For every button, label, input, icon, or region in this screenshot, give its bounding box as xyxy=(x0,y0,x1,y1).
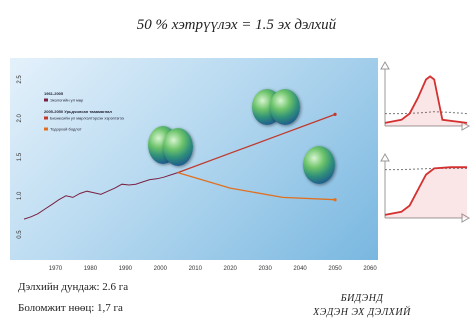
legend-swatch-reduction xyxy=(44,127,48,131)
y-axis-arrow-icon xyxy=(380,152,390,162)
y-axis-arrow-icon xyxy=(380,60,390,70)
slide-title: 50 % хэтрүүлэх = 1.5 эх дэлхий xyxy=(136,17,337,33)
mini-line-capacity xyxy=(385,111,468,115)
series-line-business_as_usual xyxy=(177,113,336,174)
legend-entry-reduction: Тодорхой бодлот xyxy=(50,127,82,132)
chart-legend: 1961-2005 Экологийн ул мөр 2005-2050 Урь… xyxy=(44,91,124,132)
series-line-rapid_reduction xyxy=(177,171,336,201)
demand-area xyxy=(385,167,467,218)
y-tick-label: 1.5 xyxy=(17,152,23,161)
series-endpoint-business_as_usual xyxy=(333,112,337,117)
legend-swatch-historical xyxy=(44,98,48,102)
globe-icon xyxy=(270,89,300,125)
footprint-chart: 1961-2005 Экологийн ул мөр 2005-2050 Урь… xyxy=(17,75,377,272)
x-tick-label: 2040 xyxy=(293,266,307,272)
legend-entry-bau: Бизнесийн ул мөр/хэлтэрсэн хэрэглэгээ xyxy=(50,116,124,121)
caption-line-2: ХЭДЭН ЭХ ДЭЛХИЙ xyxy=(313,307,411,318)
legend-heading-historical: 1961-2005 xyxy=(44,91,64,96)
x-tick-label: 2020 xyxy=(224,266,238,272)
average-footprint-text: Дэлхийн дундаж: 2.6 га xyxy=(18,281,129,293)
mini-line-demand xyxy=(384,166,467,216)
mini-line-capacity xyxy=(385,167,467,171)
available-resource-text: Боломжит нөөц: 1,7 га xyxy=(18,302,123,314)
y-tick-label: 2.5 xyxy=(17,75,23,84)
x-tick-label: 1970 xyxy=(49,266,63,272)
x-tick-label: 2010 xyxy=(189,266,203,272)
series-line-historical xyxy=(23,172,178,220)
x-tick-label: 2060 xyxy=(363,266,377,272)
legend-heading-projection: 2005-2050 Урьдчилсан тааамаглал xyxy=(44,109,112,114)
y-tick-label: 1.0 xyxy=(17,191,23,200)
demand-area xyxy=(385,76,467,126)
x-tick-label: 1980 xyxy=(84,266,98,272)
legend-entry-historical: Экологийн ул мөр xyxy=(50,98,84,103)
x-tick-label: 2050 xyxy=(328,266,342,272)
overshoot-curve-top xyxy=(380,60,471,131)
x-tick-label: 2030 xyxy=(258,266,272,272)
x-axis-arrow-icon xyxy=(461,213,471,223)
x-axis-arrow-icon xyxy=(461,121,471,131)
legend-swatch-bau xyxy=(44,116,48,120)
globe-icon xyxy=(303,146,335,184)
y-tick-label: 2.0 xyxy=(17,113,23,122)
y-tick-label: 0.5 xyxy=(17,230,23,239)
x-tick-label: 1990 xyxy=(119,266,133,272)
globe-icon xyxy=(163,128,193,166)
series-endpoint-rapid_reduction xyxy=(333,198,337,202)
x-tick-label: 2000 xyxy=(154,266,168,272)
mini-line-demand xyxy=(384,75,468,124)
overshoot-curve-bottom xyxy=(380,152,471,223)
caption-line-1: БИДЭНД xyxy=(340,293,384,304)
